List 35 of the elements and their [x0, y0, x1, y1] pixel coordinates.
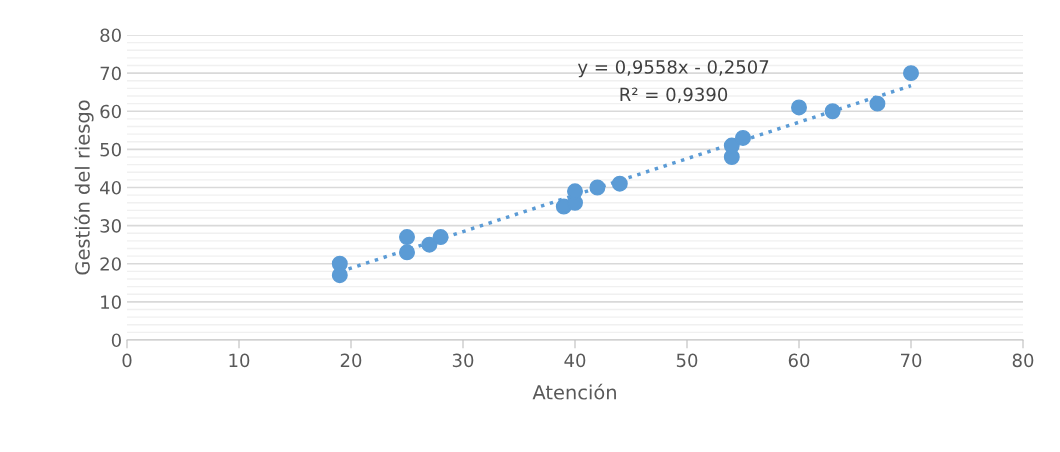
- y-tick-label: 80: [100, 28, 121, 43]
- y-tick-label: 50: [100, 142, 121, 157]
- y-axis-title: Gestión del riesgo: [74, 100, 94, 275]
- annotation: R² = 0,9390: [620, 87, 728, 104]
- point: [824, 103, 841, 120]
- point: [331, 267, 348, 284]
- point: [399, 229, 415, 246]
- y-tick-label: 40: [100, 180, 121, 195]
- y-tick-label: 30: [100, 219, 121, 233]
- point: [869, 95, 886, 112]
- y-tick-label: 60: [100, 104, 121, 119]
- y-tick-label: 20: [100, 257, 121, 271]
- y-tick-label: 10: [101, 295, 121, 309]
- x-tick-label: 0: [122, 353, 132, 368]
- x-tick-label: 40: [564, 353, 586, 368]
- point: [791, 99, 807, 116]
- point: [903, 65, 919, 82]
- point: [432, 229, 449, 246]
- x-tick-label: 80: [1012, 353, 1034, 368]
- point: [723, 137, 740, 154]
- point: [421, 236, 438, 253]
- point: [399, 244, 415, 261]
- y-tick-label: 70: [100, 66, 121, 81]
- point: [611, 175, 628, 192]
- x-axis-title: Atención: [532, 383, 616, 400]
- annotation: y = 0,9558x - 0,2507: [577, 60, 769, 78]
- y-tick-label: 0: [111, 333, 121, 348]
- x-tick-label: 20: [340, 353, 362, 368]
- point: [735, 129, 751, 146]
- point: [589, 179, 606, 196]
- x-tick-label: 60: [788, 353, 810, 368]
- x-tick-label: 50: [676, 353, 698, 368]
- x-tick-label: 70: [900, 353, 922, 368]
- x-tick-label: 10: [229, 353, 250, 368]
- x-tick-label: 30: [452, 353, 474, 368]
